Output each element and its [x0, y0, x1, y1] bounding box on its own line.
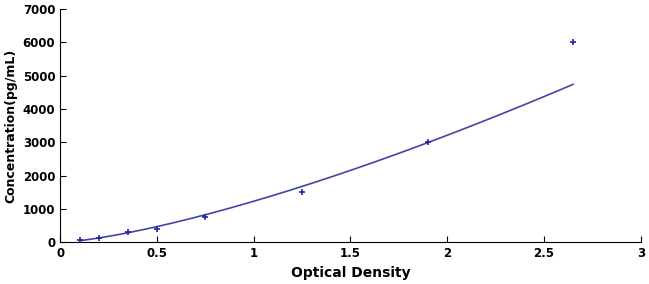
Y-axis label: Concentration(pg/mL): Concentration(pg/mL) — [4, 49, 17, 203]
X-axis label: Optical Density: Optical Density — [291, 266, 410, 280]
